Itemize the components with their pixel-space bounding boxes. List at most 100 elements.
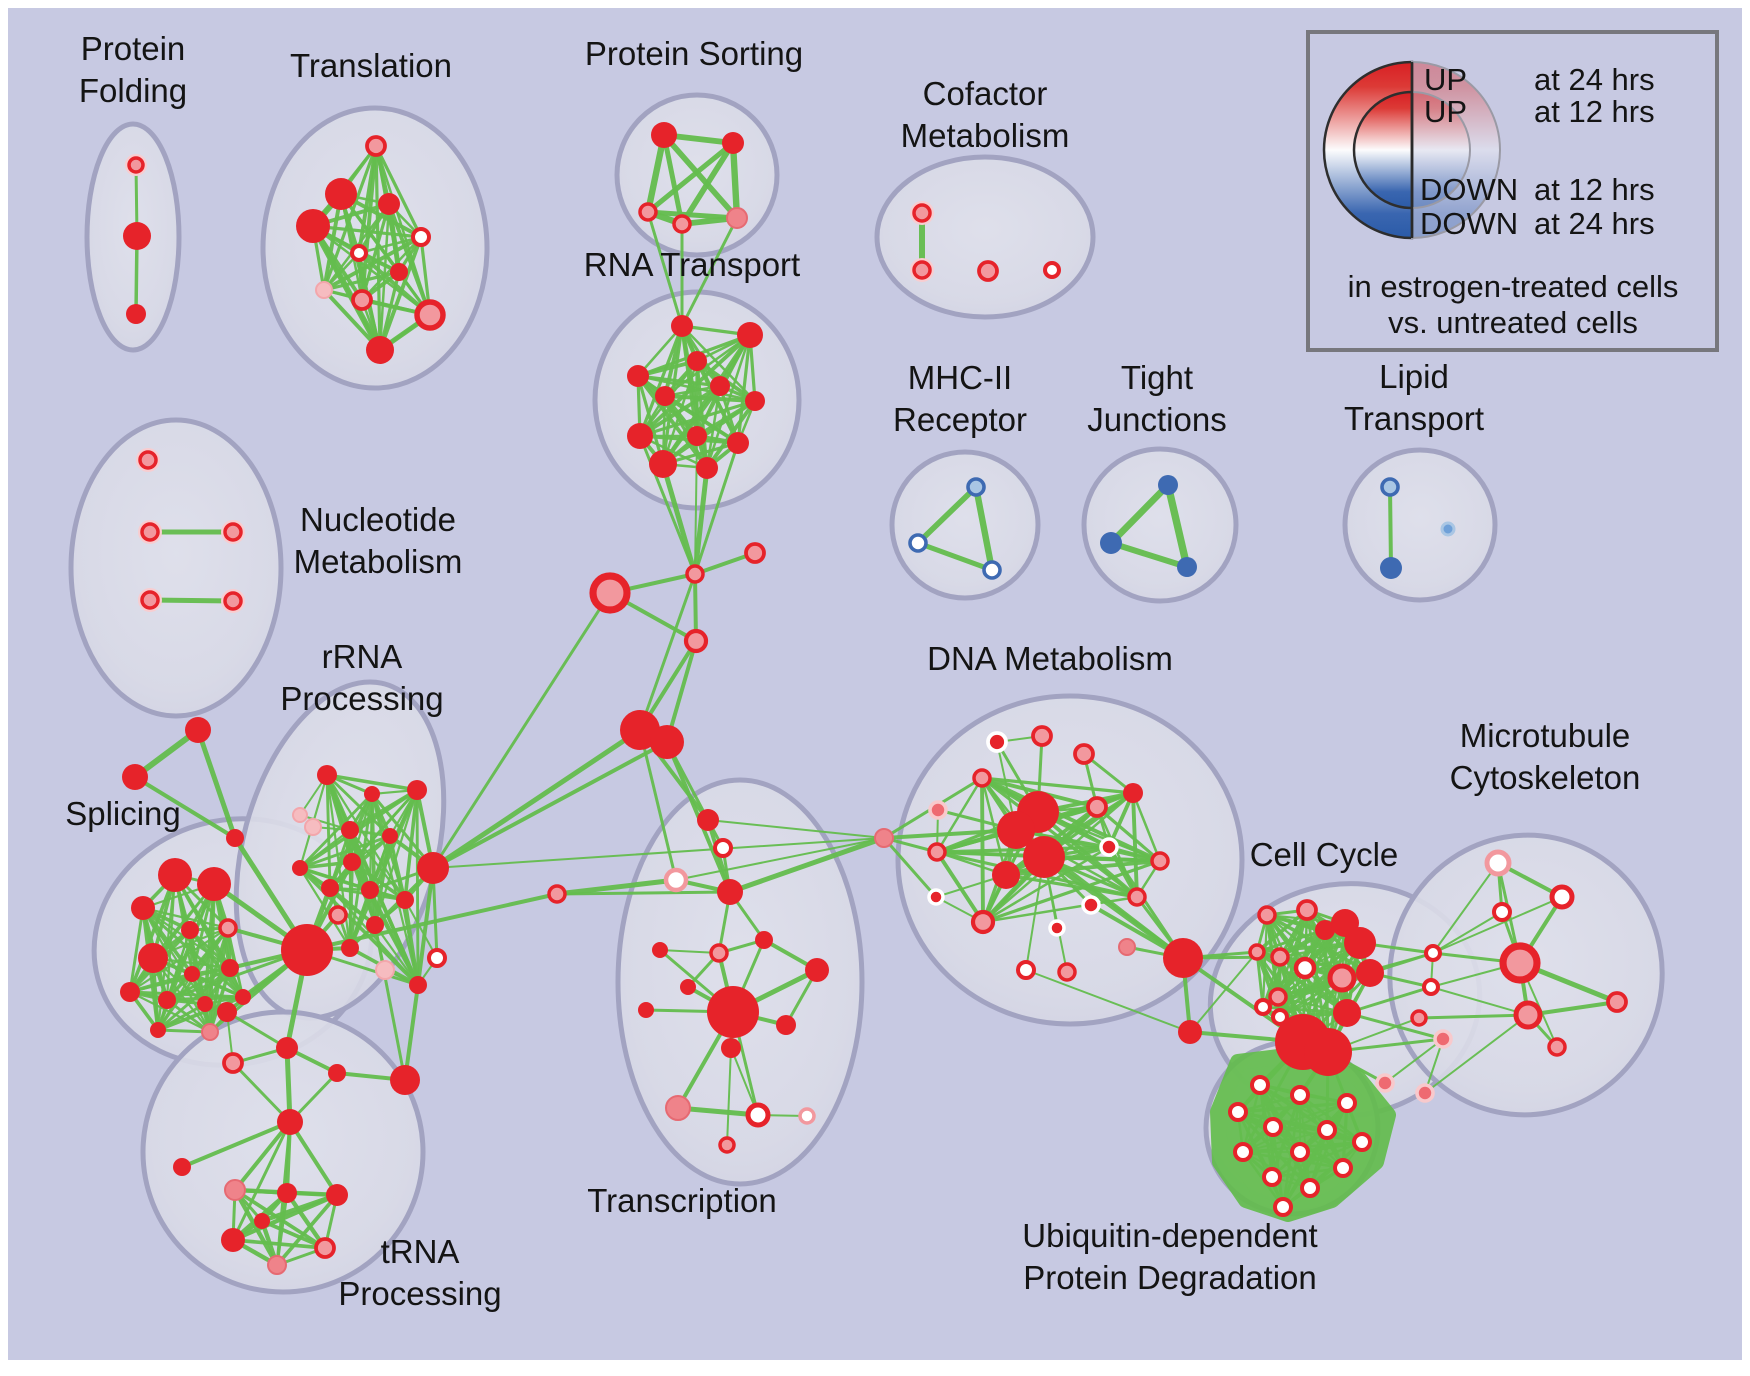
network-edge — [1164, 481, 1191, 571]
legend-outline-outer-right — [1411, 60, 1501, 240]
legend-outline-inner-right — [1411, 90, 1471, 210]
network-edge — [288, 1120, 339, 1197]
network-node — [341, 821, 359, 839]
network-node — [1048, 919, 1066, 937]
network-node — [221, 959, 239, 977]
network-node — [1123, 783, 1143, 803]
network-node — [411, 227, 431, 247]
network-node — [671, 315, 693, 337]
network-node — [685, 564, 705, 584]
network-node — [292, 807, 308, 823]
network-edge — [259, 1192, 340, 1224]
network-node — [197, 996, 213, 1012]
legend-time-label: at 12 hrs — [1534, 94, 1655, 129]
network-node — [417, 852, 449, 884]
network-node — [1484, 849, 1512, 877]
network-edge — [680, 216, 739, 328]
network-node — [1270, 947, 1290, 967]
network-node — [217, 1002, 237, 1022]
network-node — [1344, 927, 1376, 959]
network-node — [721, 1038, 741, 1058]
network-edge — [692, 465, 710, 577]
network-node — [1262, 1167, 1282, 1187]
network-edge — [231, 1120, 292, 1242]
cluster-ellipse-mhc-ii-receptor — [889, 449, 1041, 601]
network-node — [744, 542, 766, 564]
network-edge — [935, 850, 985, 924]
network-node — [361, 881, 379, 899]
network-node — [390, 263, 408, 281]
network-node — [296, 209, 330, 243]
network-edge — [348, 828, 407, 902]
network-node — [328, 1064, 346, 1082]
network-edge — [554, 877, 679, 897]
network-edge — [1237, 1111, 1284, 1208]
network-edge — [403, 898, 420, 987]
network-node — [1228, 1102, 1248, 1122]
network-node — [1177, 557, 1197, 577]
network-node — [547, 884, 567, 904]
network-node — [805, 958, 829, 982]
network-node — [1150, 851, 1170, 871]
network-node — [928, 800, 948, 820]
network-edge — [403, 788, 419, 902]
network-edge — [675, 837, 885, 881]
network-node — [927, 842, 947, 862]
network-node — [138, 450, 158, 470]
network-edge — [195, 727, 238, 841]
network-node — [687, 426, 707, 446]
network-edge — [1270, 1166, 1345, 1179]
network-node — [755, 931, 773, 949]
network-node — [414, 299, 446, 331]
cluster-label: MHC-II Receptor — [893, 359, 1027, 438]
network-edge — [679, 140, 736, 227]
network-edge — [128, 882, 216, 994]
network-node — [977, 260, 999, 282]
cluster-label: Tight Junctions — [1087, 359, 1226, 438]
network-edge — [147, 597, 236, 604]
network-node — [375, 960, 395, 980]
network-node — [665, 1095, 691, 1121]
network-node — [697, 809, 719, 831]
network-edge — [133, 775, 237, 840]
network-edge — [1432, 862, 1499, 954]
network-node — [1158, 475, 1178, 495]
network-node — [1016, 960, 1036, 980]
network-edge — [378, 235, 423, 352]
network-edge — [1025, 969, 1191, 1033]
network-edge — [636, 374, 709, 470]
legend-time-label: at 12 hrs — [1534, 172, 1655, 207]
network-edge — [1014, 828, 1162, 863]
network-node — [1300, 1178, 1320, 1198]
network-node — [315, 281, 333, 299]
network-edge — [980, 776, 1135, 795]
network-edge — [693, 441, 740, 576]
network-edge — [729, 139, 741, 222]
network-edge — [132, 727, 201, 780]
network-node — [627, 365, 649, 387]
cluster-label: tRNA Processing — [338, 1233, 501, 1312]
network-edge — [1237, 1111, 1363, 1143]
network-node — [427, 948, 447, 968]
network-edge — [659, 949, 720, 954]
network-node — [343, 853, 361, 871]
network-node — [927, 888, 945, 906]
legend-footer-text: in estrogen-treated cells — [1348, 269, 1679, 304]
network-node — [680, 979, 696, 995]
network-node — [221, 1228, 245, 1252]
network-node — [1100, 532, 1122, 554]
network-node — [1356, 959, 1384, 987]
network-node — [1178, 1020, 1202, 1044]
network-edge — [431, 591, 612, 870]
cluster-label: Transcription — [587, 1182, 777, 1219]
network-node — [223, 591, 243, 611]
network-edge — [1271, 1125, 1364, 1144]
network-node — [1163, 938, 1203, 978]
network-node — [1433, 1029, 1453, 1049]
network-node — [745, 1102, 771, 1128]
legend-outline-outer-left — [1322, 60, 1414, 240]
network-edge — [695, 359, 709, 470]
network-edge — [1384, 1038, 1444, 1084]
network-node — [1499, 942, 1541, 984]
cluster-label: Protein Folding — [79, 30, 187, 109]
